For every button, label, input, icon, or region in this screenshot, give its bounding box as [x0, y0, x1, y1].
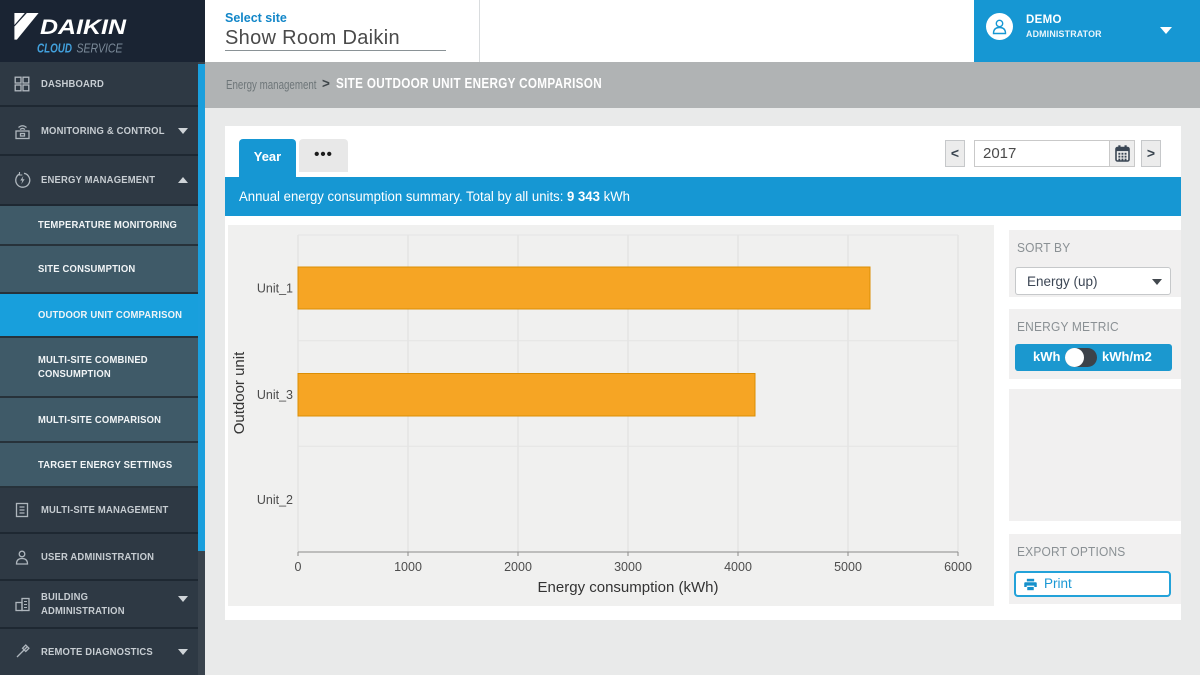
svg-text:SERVICE: SERVICE: [77, 41, 123, 56]
svg-text:5000: 5000: [834, 560, 862, 574]
svg-text:Outdoor unit: Outdoor unit: [231, 351, 248, 434]
svg-text:Unit_2: Unit_2: [257, 493, 293, 507]
svg-text:Unit_1: Unit_1: [257, 282, 293, 296]
svg-text:3000: 3000: [614, 560, 642, 574]
svg-text:4000: 4000: [724, 560, 752, 574]
svg-text:Unit_3: Unit_3: [257, 388, 293, 402]
svg-text:Energy consumption (kWh): Energy consumption (kWh): [538, 579, 719, 596]
svg-text:0: 0: [295, 560, 302, 574]
svg-text:6000: 6000: [944, 560, 972, 574]
svg-text:1000: 1000: [394, 560, 422, 574]
svg-text:2000: 2000: [504, 560, 532, 574]
svg-text:CLOUD: CLOUD: [37, 41, 72, 56]
svg-text:DAIKIN: DAIKIN: [40, 16, 127, 39]
